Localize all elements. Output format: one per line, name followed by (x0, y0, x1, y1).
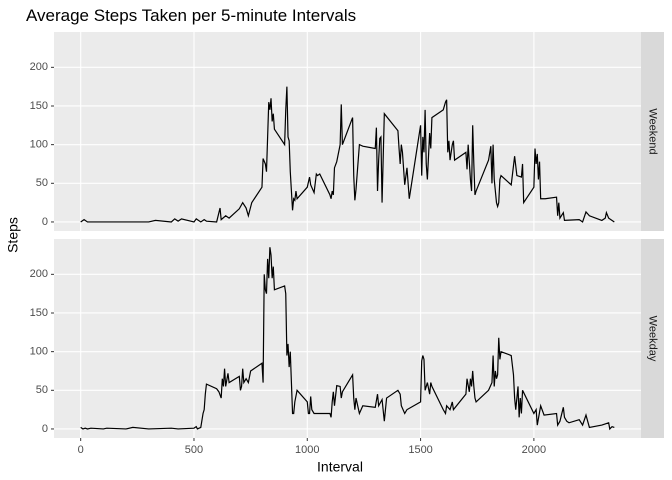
strip (641, 239, 664, 438)
x-tick-label: 500 (185, 444, 203, 456)
y-axis-title: Steps (5, 217, 21, 253)
x-tick-label: 2000 (522, 444, 546, 456)
strip-label: Weekend (647, 108, 659, 154)
strip (641, 32, 664, 231)
x-tick-label: 1000 (295, 444, 319, 456)
line (80, 86, 615, 223)
chart-title: Average Steps Taken per 5-minute Interva… (26, 6, 356, 25)
y-tick-label: 50 (36, 177, 48, 189)
y-tick-label: 200 (30, 268, 48, 280)
y-tick-label: 0 (42, 216, 48, 228)
y-tick-label: 150 (30, 100, 48, 112)
x-tick-label: 1500 (408, 444, 432, 456)
y-tick-label: 150 (30, 307, 48, 319)
y-tick-label: 100 (30, 139, 48, 151)
x-axis-title: Interval (317, 459, 363, 475)
panel-background (54, 239, 641, 438)
strip-label: Weekday (647, 316, 659, 362)
line (80, 247, 615, 431)
x-tick-label: 0 (78, 444, 84, 456)
y-tick-label: 0 (42, 423, 48, 435)
y-tick-label: 50 (36, 384, 48, 396)
y-tick-label: 200 (30, 61, 48, 73)
y-tick-label: 100 (30, 346, 48, 358)
